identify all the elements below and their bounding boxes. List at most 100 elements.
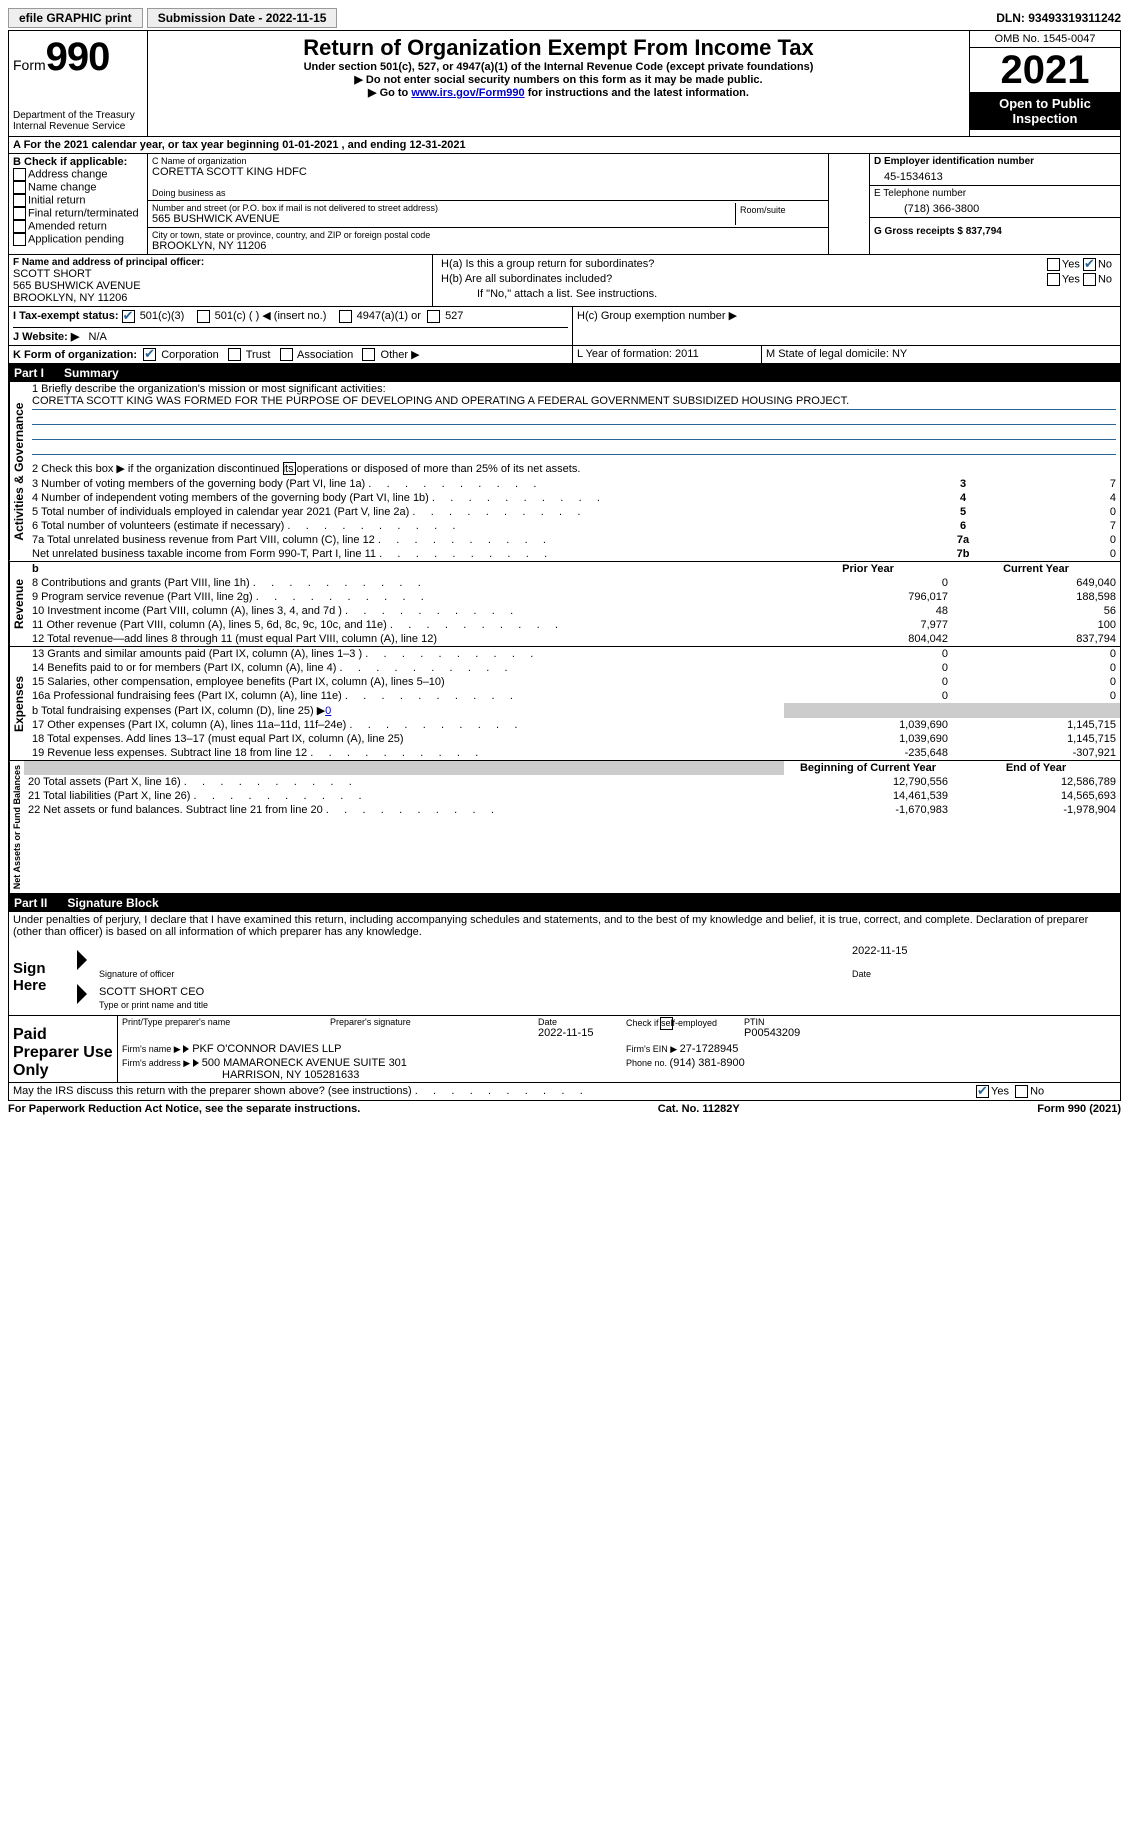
check-501c[interactable] (197, 310, 210, 323)
h-note: If "No," attach a list. See instructions… (437, 287, 1116, 301)
prep-sig-label: Preparer's signature (330, 1017, 530, 1027)
opt-amended-return: Amended return (28, 220, 107, 232)
open-to-public: Open to Public Inspection (970, 92, 1120, 130)
k-label: K Form of organization: (13, 349, 137, 361)
irs-link[interactable]: www.irs.gov/Form990 (411, 87, 524, 99)
check-501c3[interactable] (122, 310, 135, 323)
ptin-label: PTIN (744, 1017, 1116, 1027)
p19: -235,648 (784, 746, 952, 760)
print-prep-label: Print/Type preparer's name (122, 1017, 322, 1027)
p15: 0 (784, 675, 952, 689)
check-hb-no[interactable] (1083, 273, 1096, 286)
l-year-formation: L Year of formation: 2011 (572, 346, 761, 364)
v7b: 0 (982, 547, 1120, 561)
section-expenses: Expenses (9, 647, 28, 760)
p10: 48 (784, 604, 952, 618)
check-initial-return[interactable] (13, 194, 26, 207)
check-self-employed[interactable] (660, 1017, 673, 1030)
c21: 14,565,693 (952, 789, 1120, 803)
q17: 17 Other expenses (Part IX, column (A), … (28, 718, 784, 732)
opt-trust: Trust (246, 349, 271, 361)
declaration: Under penalties of perjury, I declare th… (8, 912, 1121, 940)
v4: 4 (982, 491, 1120, 505)
print-name-label: Type or print name and title (95, 999, 1116, 1011)
phone-label: Phone no. (626, 1058, 670, 1068)
c19: -307,921 (952, 746, 1120, 760)
arrow-icon (77, 984, 87, 1004)
c11: 100 (952, 618, 1120, 632)
check-corp[interactable] (143, 348, 156, 361)
i-label: I Tax-exempt status: (13, 310, 119, 322)
page-footer: For Paperwork Reduction Act Notice, see … (8, 1101, 1121, 1117)
prep-date-label: Date (538, 1017, 618, 1027)
opt-name-change: Name change (28, 181, 97, 193)
room-label: Room/suite (735, 203, 824, 225)
prep-date: 2022-11-15 (538, 1027, 618, 1039)
c16a: 0 (952, 689, 1120, 703)
p16a: 0 (784, 689, 952, 703)
form-header: Form990 Department of the Treasury Inter… (8, 30, 1121, 137)
form-title: Return of Organization Exempt From Incom… (152, 35, 965, 61)
phone: (914) 381-8900 (670, 1057, 745, 1069)
check-final-return[interactable] (13, 207, 26, 220)
check-4947[interactable] (339, 310, 352, 323)
opt-corp: Corporation (161, 349, 218, 361)
q7b: Net unrelated business taxable income fr… (28, 547, 944, 561)
p9: 796,017 (784, 590, 952, 604)
q16a: 16a Professional fundraising fees (Part … (28, 689, 784, 703)
check-application-pending[interactable] (13, 233, 26, 246)
dba-label: Doing business as (152, 188, 824, 198)
q1: 1 Briefly describe the organization's mi… (32, 383, 1116, 395)
q13: 13 Grants and similar amounts paid (Part… (28, 647, 784, 661)
submission-date-button[interactable]: Submission Date - 2022-11-15 (147, 8, 338, 28)
col-end: End of Year (952, 761, 1120, 775)
dept-label: Department of the Treasury Internal Reve… (13, 110, 143, 132)
subtitle-3b: for instructions and the latest informat… (525, 87, 749, 99)
discuss-q: May the IRS discuss this return with the… (9, 1083, 972, 1100)
subtitle-2: ▶ Do not enter social security numbers o… (152, 73, 965, 86)
q21: 21 Total liabilities (Part X, line 26) (24, 789, 784, 803)
check-trust[interactable] (228, 348, 241, 361)
opt-other: Other ▶ (381, 349, 420, 361)
q5: 5 Total number of individuals employed i… (28, 505, 944, 519)
mission: CORETTA SCOTT KING WAS FORMED FOR THE PU… (32, 395, 1116, 410)
city: BROOKLYN, NY 11206 (152, 240, 824, 252)
check-ha-yes[interactable] (1047, 258, 1060, 271)
efile-button[interactable]: efile GRAPHIC print (8, 8, 143, 28)
check-527[interactable] (427, 310, 440, 323)
v16b[interactable]: 0 (325, 705, 331, 717)
check-amended-return[interactable] (13, 220, 26, 233)
c14: 0 (952, 661, 1120, 675)
m-state: M State of legal domicile: NY (761, 346, 1120, 364)
c12: 837,794 (952, 632, 1120, 646)
p18: 1,039,690 (784, 732, 952, 746)
check-ha-no[interactable] (1083, 258, 1096, 271)
h-c-label: H(c) Group exemption number ▶ (577, 309, 1116, 322)
p20: 12,790,556 (784, 775, 952, 789)
check-assoc[interactable] (280, 348, 293, 361)
c9: 188,598 (952, 590, 1120, 604)
opt-assoc: Association (297, 349, 353, 361)
opt-initial-return: Initial return (28, 194, 85, 206)
col-begin: Beginning of Current Year (784, 761, 952, 775)
check-address-change[interactable] (13, 168, 26, 181)
form-word: Form (13, 57, 46, 73)
check-discuss-no[interactable] (1015, 1085, 1028, 1098)
check-discuss-yes[interactable] (976, 1085, 989, 1098)
officer-city: BROOKLYN, NY 11206 (13, 292, 428, 304)
opt-address-change: Address change (28, 168, 108, 180)
check-other[interactable] (362, 348, 375, 361)
check-discontinued[interactable] (283, 462, 296, 475)
tax-year: 2021 (970, 48, 1120, 92)
check-hb-yes[interactable] (1047, 273, 1060, 286)
check-name-change[interactable] (13, 181, 26, 194)
q19: 19 Revenue less expenses. Subtract line … (28, 746, 784, 760)
q4: 4 Number of independent voting members o… (28, 491, 944, 505)
q22: 22 Net assets or fund balances. Subtract… (24, 803, 784, 817)
form-number: 990 (46, 35, 110, 79)
col-current: Current Year (952, 562, 1120, 576)
section-activities: Activities & Governance (9, 382, 28, 561)
opt-4947: 4947(a)(1) or (357, 310, 421, 322)
line-a: A For the 2021 calendar year, or tax yea… (9, 137, 470, 153)
opt-501c3: 501(c)(3) (140, 310, 185, 322)
